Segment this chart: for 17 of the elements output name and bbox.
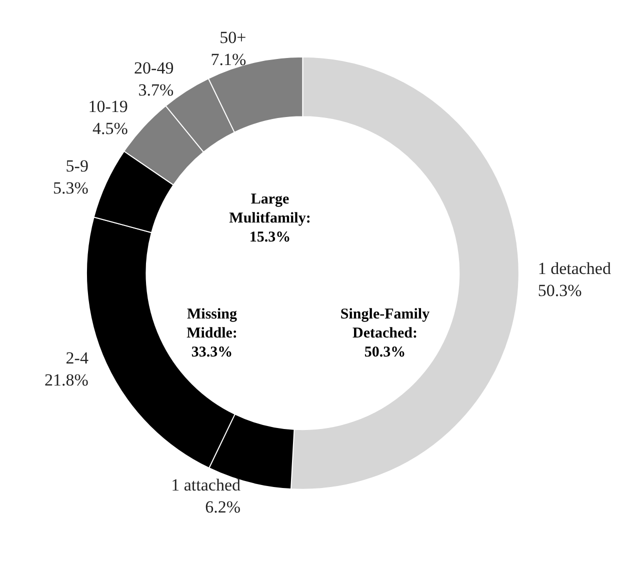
slice-label: 1 attached: [171, 476, 241, 495]
slice-label: 20-49: [134, 58, 174, 78]
data-label: 6.2%: [205, 498, 241, 517]
slice-label: 10-19: [88, 97, 128, 116]
data-label: 7.1%: [210, 50, 246, 70]
text: Large Mulitfamily: 15.3%: [229, 192, 311, 246]
data-label: 5.3%: [53, 178, 88, 198]
slice-label: 50+: [220, 28, 246, 48]
data-label: 4.5%: [92, 119, 128, 138]
slice-label: 2-4: [66, 348, 89, 368]
data-label: 3.7%: [138, 80, 174, 100]
data-label: 21.8%: [44, 370, 88, 390]
text: Missing Middle: 33.3%: [186, 306, 238, 360]
slice-label: 5-9: [66, 156, 88, 176]
data-label: 50.3%: [538, 280, 582, 300]
slice-label: 1 detached: [538, 258, 612, 278]
text: Single-Family Detached: 50.3%: [340, 306, 430, 360]
